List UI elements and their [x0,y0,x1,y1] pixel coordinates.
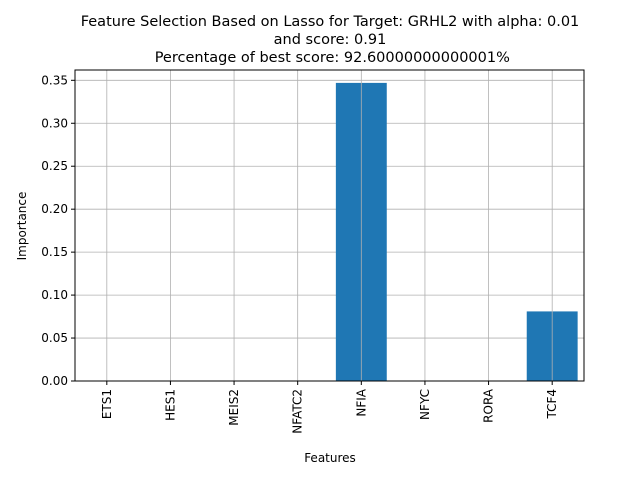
grid-lines [75,79,584,382]
x-tick-label: NFIA [354,388,368,416]
y-tick-label: 0.10 [41,288,68,302]
y-tick-label: 0.30 [41,116,68,130]
grid-lines-over-bars [106,70,553,381]
chart-title-line-2: and score: 0.91 [274,32,387,48]
x-tick-label: RORA [482,388,496,423]
y-tick-label: 0.25 [41,159,68,173]
y-tick-label: 0.15 [41,245,68,259]
y-axis-label: Importance [15,192,29,261]
chart-title-line-3: Percentage of best score: 92.60000000000… [150,50,510,66]
y-axis: 0.00 0.05 0.10 0.15 0.20 0.25 0.30 0.35 [41,73,75,388]
chart-title: Feature Selection Based on Lasso for Tar… [81,14,580,66]
y-tick-label: 0.00 [41,374,68,388]
bars [335,82,578,381]
x-axis: ETS1 HES1 MEIS2 NFATC2 NFIA NFYC RORA TCF4 [100,381,559,434]
axes-frame [74,69,585,382]
x-tick-label: MEIS2 [227,389,241,426]
y-tick-label: 0.35 [41,73,68,87]
chart-title-line-1: Feature Selection Based on Lasso for Tar… [81,14,580,30]
x-tick-label: TCF4 [545,389,559,420]
x-tick-label: NFYC [418,389,432,420]
x-tick-label: HES1 [163,389,177,421]
x-tick-label: ETS1 [100,389,114,419]
x-axis-label: Features [304,451,356,465]
x-tick-label: NFATC2 [291,389,305,434]
y-tick-label: 0.20 [41,202,68,216]
y-tick-label: 0.05 [41,331,68,345]
